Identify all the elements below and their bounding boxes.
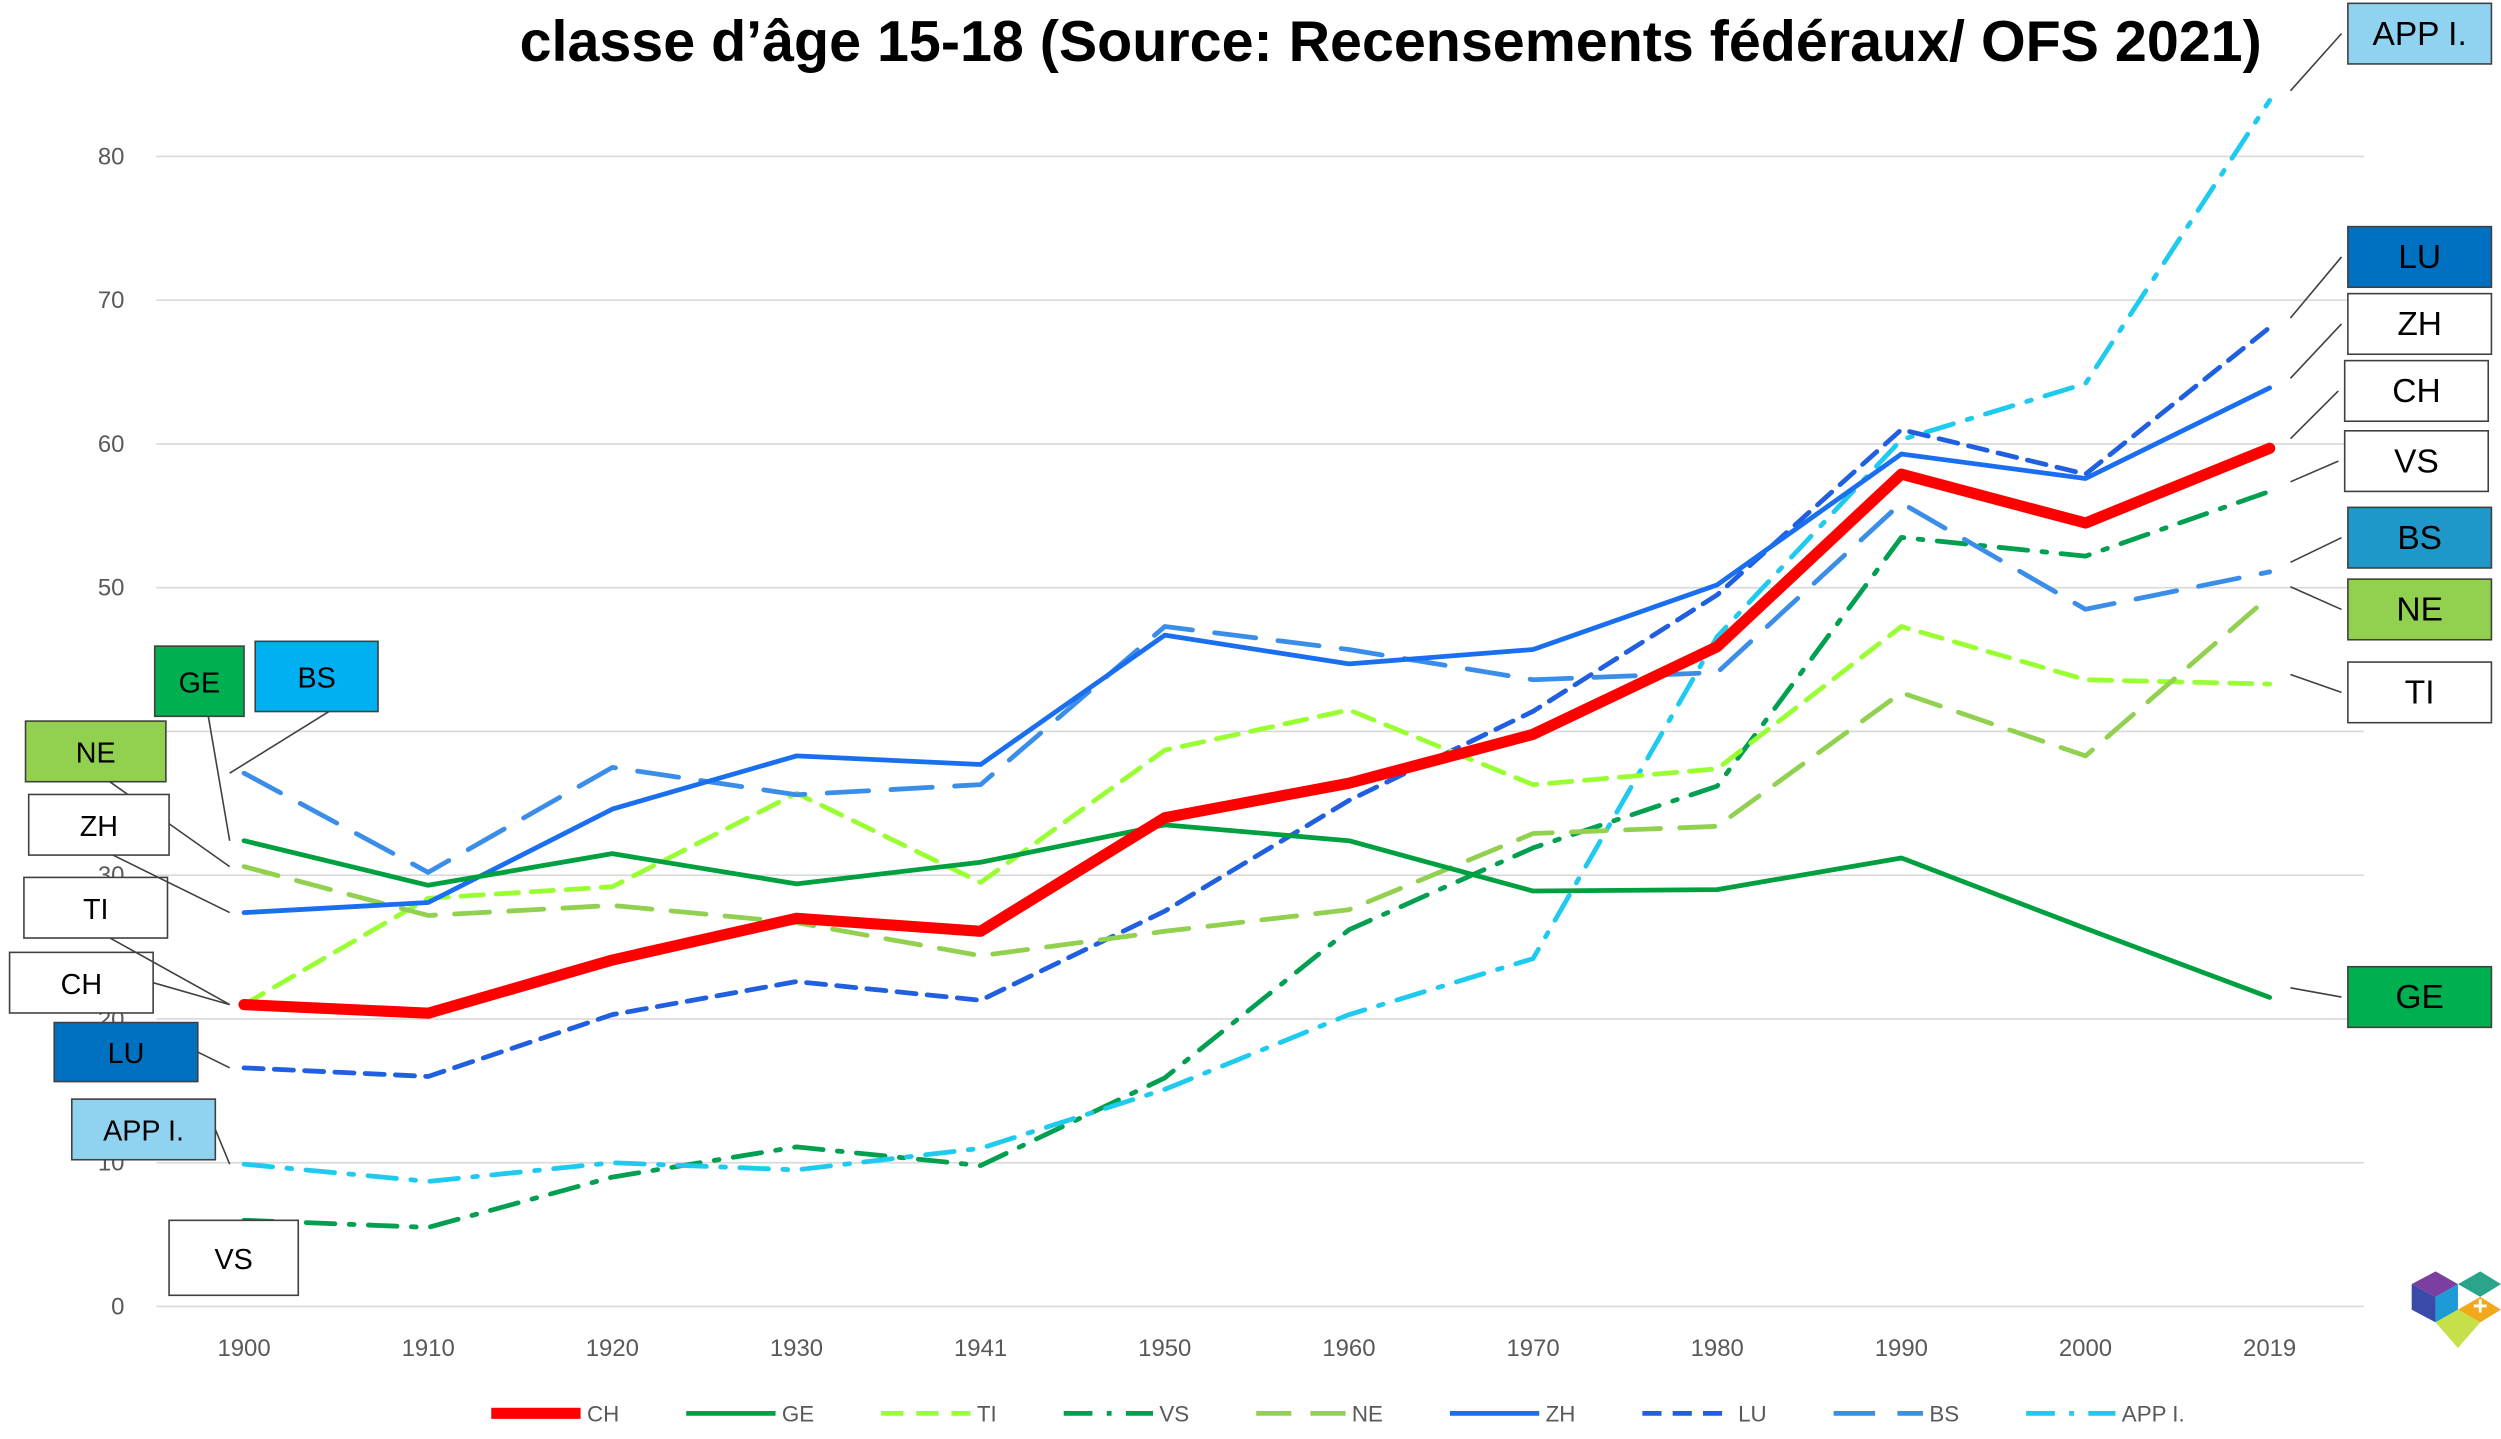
y-tick-label: 50	[98, 575, 125, 602]
x-tick-label: 1900	[217, 1335, 270, 1362]
x-tick-label: 1970	[1506, 1335, 1559, 1362]
leader-line	[229, 710, 330, 774]
series-label: BS	[297, 663, 335, 695]
series-label: APP I.	[103, 1116, 184, 1148]
series-line	[241, 500, 2273, 875]
logo: +	[2411, 1271, 2501, 1348]
series-label: ZH	[80, 811, 118, 843]
series-label-box	[53, 1021, 199, 1083]
series-label: APP I.	[2372, 16, 2466, 53]
leader-line	[2290, 536, 2342, 564]
x-tick-label: 1910	[402, 1335, 455, 1362]
legend-label: CH	[587, 1401, 619, 1426]
series-label: CH	[2392, 373, 2440, 410]
series-label-box	[2343, 430, 2490, 493]
x-tick-label: 1990	[1875, 1335, 1928, 1362]
leader-line	[2290, 586, 2342, 611]
series-label: LU	[2398, 239, 2441, 276]
series-label-box	[8, 951, 154, 1014]
y-tick-label: 0	[111, 1293, 124, 1320]
series-label: CH	[61, 969, 102, 1001]
legend-label: NE	[1352, 1401, 1383, 1426]
leader-line	[2289, 256, 2343, 319]
legend-label: VS	[1159, 1401, 1189, 1426]
x-tick-label: 1941	[954, 1335, 1007, 1362]
leader-line	[214, 1129, 231, 1165]
series-line	[241, 624, 2273, 1007]
leader-line	[112, 854, 231, 914]
leader-line	[109, 937, 231, 1006]
series-label-box	[2347, 225, 2493, 289]
series-label: TI	[83, 894, 109, 926]
y-tick-label: 70	[98, 287, 125, 314]
series-label: TI	[2405, 675, 2435, 712]
leader-line	[2289, 390, 2339, 440]
series-line	[241, 593, 2273, 959]
x-tick-label: 1930	[770, 1335, 823, 1362]
leader-line	[197, 1051, 231, 1069]
y-tick-label: 80	[98, 143, 125, 170]
leader-line	[2290, 673, 2342, 694]
legend-label: ZH	[1546, 1401, 1576, 1426]
series-label: BS	[2397, 520, 2442, 557]
x-tick-label: 1950	[1138, 1335, 1191, 1362]
chart-title: classe d’âge 15-18 (Source: Recensements…	[520, 10, 2262, 74]
leader-line	[2290, 460, 2339, 483]
leader-line	[152, 981, 230, 1006]
series-line	[238, 442, 2276, 1019]
series-line	[241, 385, 2273, 915]
series-label: NE	[76, 738, 116, 770]
series-line	[241, 822, 2273, 1000]
series-label-box	[2347, 578, 2493, 641]
legend-label: APP I.	[2122, 1401, 2185, 1426]
leader-line	[2289, 323, 2343, 379]
x-tick-label: 1980	[1691, 1335, 1744, 1362]
leader-line	[207, 716, 231, 841]
series-label: ZH	[2397, 306, 2442, 343]
series-line	[241, 489, 2273, 1230]
legend-label: TI	[977, 1401, 997, 1426]
series-label: GE	[179, 667, 220, 699]
series-label: NE	[2396, 592, 2443, 629]
series-label-box	[2347, 661, 2493, 724]
series-line	[241, 325, 2273, 1079]
series-label-box	[27, 793, 170, 856]
x-tick-label: 1920	[586, 1335, 639, 1362]
series-label-box	[2347, 2, 2493, 65]
x-tick-label: 1960	[1322, 1335, 1375, 1362]
x-tick-label: 2000	[2059, 1335, 2112, 1362]
leader-line	[2290, 987, 2342, 998]
series-label-box	[254, 640, 379, 713]
legend-label: BS	[1929, 1401, 1959, 1426]
series-label-box	[2343, 359, 2490, 423]
series-label: VS	[215, 1244, 253, 1276]
series-label-box	[23, 876, 169, 939]
svg-text:+: +	[2473, 1292, 2488, 1320]
series-label: GE	[2395, 979, 2443, 1016]
legend-label: LU	[1738, 1401, 1767, 1426]
series-label-box	[24, 720, 167, 783]
series-label-box	[2347, 506, 2493, 569]
legend-label: GE	[782, 1401, 814, 1426]
series-label-box	[2347, 965, 2493, 1029]
series-label: LU	[108, 1038, 145, 1070]
series-label-box	[153, 645, 245, 718]
y-tick-label: 60	[98, 431, 125, 458]
x-tick-label: 2019	[2243, 1335, 2296, 1362]
series-label-box	[70, 1098, 217, 1161]
grid: 01020304050607080	[98, 143, 2364, 1320]
series-label-box	[2347, 292, 2493, 356]
series-label: VS	[2394, 443, 2439, 480]
series-label-box	[168, 1219, 300, 1297]
leader-line	[2289, 33, 2343, 92]
series-line	[241, 98, 2273, 1184]
